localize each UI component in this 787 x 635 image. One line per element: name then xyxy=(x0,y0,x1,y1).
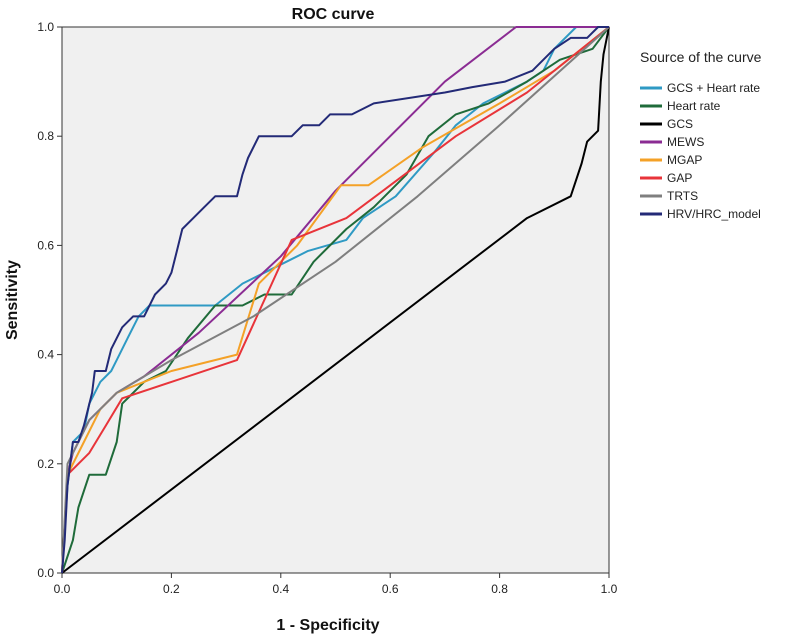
curve-mgap xyxy=(61,26,610,574)
legend-title: Source of the curve xyxy=(640,49,762,65)
curve-gap xyxy=(61,26,610,574)
x-tick-label: 0.0 xyxy=(54,582,71,596)
y-tick-label: 0.6 xyxy=(37,238,54,252)
x-axis-label: 1 - Specificity xyxy=(276,617,379,634)
x-tick-label: 0.4 xyxy=(272,582,289,596)
x-tick-label: 0.8 xyxy=(491,582,508,596)
curves xyxy=(61,26,610,574)
legend-label-trts: TRTS xyxy=(667,189,698,203)
y-tick-label: 0.2 xyxy=(37,457,54,471)
x-tick-label: 0.6 xyxy=(382,582,399,596)
legend-label-mgap: MGAP xyxy=(667,153,702,167)
chart-title: ROC curve xyxy=(292,6,375,23)
curve-heart-rate xyxy=(61,26,610,574)
legend-label-gcs: GCS xyxy=(667,117,693,131)
curve-hrv-hrc-model xyxy=(61,26,609,574)
y-tick-label: 0.4 xyxy=(37,348,54,362)
x-axis: 0.0 0.2 0.4 0.6 0.8 1.0 xyxy=(54,573,618,596)
y-tick-label: 0.8 xyxy=(37,129,54,143)
legend-label-gap: GAP xyxy=(667,171,692,185)
x-tick-label: 1.0 xyxy=(601,582,618,596)
legend: Source of the curve GCS + Heart rate Hear… xyxy=(640,49,762,221)
y-tick-label: 0.0 xyxy=(37,566,54,580)
legend-label-mews: MEWS xyxy=(667,135,704,149)
legend-label-hrv-hrc-model: HRV/HRC_model xyxy=(667,207,761,221)
curve-gcs-heart-rate xyxy=(61,26,609,574)
curve-gcs xyxy=(61,26,610,574)
plot-area xyxy=(61,26,610,574)
legend-label-gcs-heart-rate: GCS + Heart rate xyxy=(667,81,760,95)
legend-label-heart-rate: Heart rate xyxy=(667,99,721,113)
x-tick-label: 0.2 xyxy=(163,582,180,596)
y-tick-label: 1.0 xyxy=(37,20,54,34)
y-axis-label: Sensitivity xyxy=(4,260,21,340)
y-axis: 0.0 0.2 0.4 0.6 0.8 1.0 xyxy=(37,20,62,580)
